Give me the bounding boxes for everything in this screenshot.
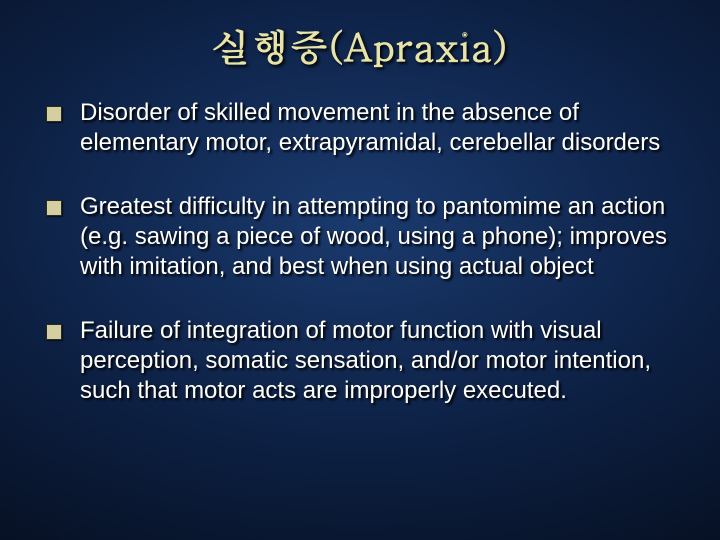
list-item: Failure of integration of motor function… <box>46 316 680 406</box>
slide: 실행증(Apraxia) Disorder of skilled movemen… <box>0 0 720 540</box>
bullet-list: Disorder of skilled movement in the abse… <box>40 98 680 406</box>
square-bullet-icon <box>46 106 62 122</box>
square-bullet-icon <box>46 200 62 216</box>
bullet-text: Greatest difficulty in attempting to pan… <box>80 192 680 282</box>
list-item: Disorder of skilled movement in the abse… <box>46 98 680 158</box>
bullet-text: Disorder of skilled movement in the abse… <box>80 98 680 158</box>
bullet-text: Failure of integration of motor function… <box>80 316 680 406</box>
list-item: Greatest difficulty in attempting to pan… <box>46 192 680 282</box>
slide-title: 실행증(Apraxia) <box>40 18 680 72</box>
square-bullet-icon <box>46 324 62 340</box>
